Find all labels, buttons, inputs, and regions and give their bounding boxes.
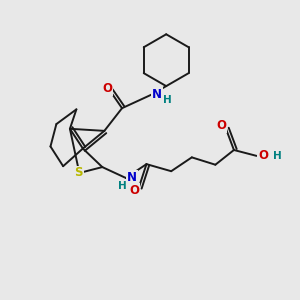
Text: O: O [102,82,112,95]
Text: O: O [258,149,268,162]
Text: O: O [129,184,140,197]
Text: O: O [217,119,226,132]
Text: H: H [163,95,172,105]
Text: N: N [152,88,162,100]
Text: H: H [118,181,127,191]
Text: S: S [74,167,83,179]
Text: H: H [273,151,282,161]
Text: N: N [127,171,137,184]
